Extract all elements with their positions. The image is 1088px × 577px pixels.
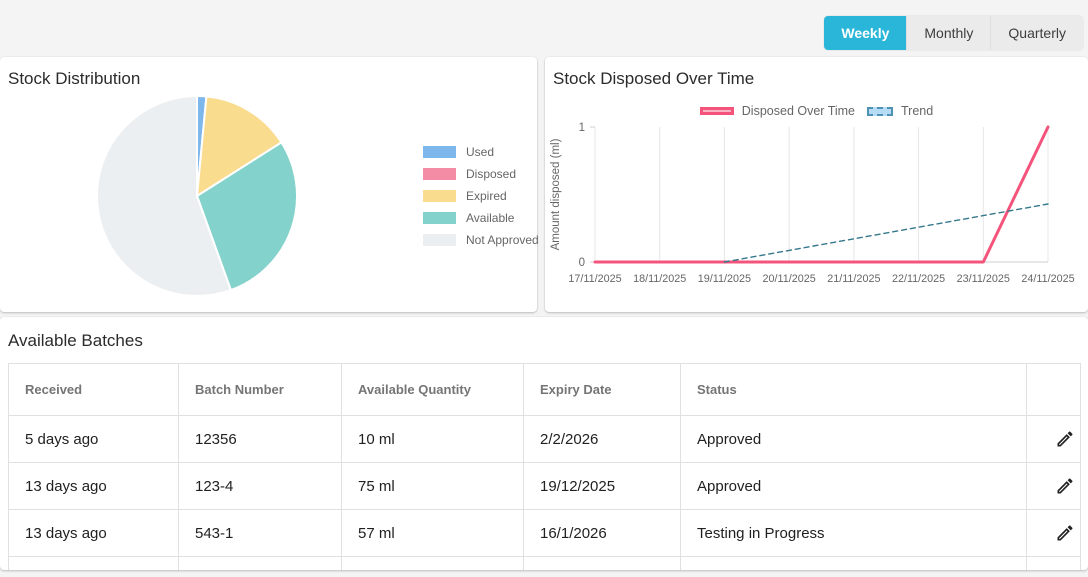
cell-status: Approved xyxy=(680,415,1027,463)
tab-quarterly[interactable]: Quarterly xyxy=(990,16,1083,50)
stock-distribution-card: Stock Distribution Used Disposed Expired Av… xyxy=(0,57,539,312)
legend-swatch-icon xyxy=(423,234,456,246)
stock-disposed-line-chart: 0 1 17/11/2025 18/11/2025 19/11/2025 20/11/20… xyxy=(550,122,1075,285)
legend-item-expired[interactable]: Expired xyxy=(423,188,539,205)
available-batches-title: Available Batches xyxy=(8,331,143,350)
batches-tbody: 5 days ago 12356 10 ml 2/2/2026 Approved 13 d… xyxy=(8,415,1081,570)
legend-swatch-icon xyxy=(423,168,456,180)
cell-empty xyxy=(523,556,681,570)
legend-item-disposed[interactable]: Disposed Over Time xyxy=(699,104,856,118)
table-row: 5 days ago 12356 10 ml 2/2/2026 Approved xyxy=(8,415,1081,463)
svg-text:18/11/2025: 18/11/2025 xyxy=(633,273,686,285)
legend-swatch-icon xyxy=(423,146,456,158)
pie-slice-available xyxy=(195,141,298,292)
legend-label: Expired xyxy=(466,189,507,203)
svg-text:22/11/2025: 22/11/2025 xyxy=(892,273,945,285)
col-expiry-date: Expiry Date xyxy=(523,363,681,416)
svg-text:23/11/2025: 23/11/2025 xyxy=(957,273,1010,285)
legend-label: Trend xyxy=(901,104,934,118)
cell-actions xyxy=(1026,415,1081,463)
cell-batch-number: 12356 xyxy=(178,415,342,463)
cell-expiry-date: 2/2/2026 xyxy=(523,415,681,463)
col-actions xyxy=(1026,363,1081,416)
table-row xyxy=(8,556,1081,570)
legend-label: Disposed Over Time xyxy=(741,104,856,118)
trend-swatch-icon xyxy=(867,106,894,116)
stock-distribution-pie-chart xyxy=(96,94,298,297)
cell-expiry-date: 19/12/2025 xyxy=(523,462,681,510)
stock-distribution-title: Stock Distribution xyxy=(8,69,141,88)
cell-available-quantity: 75 ml xyxy=(341,462,524,510)
pie-legend: Used Disposed Expired Available Not Approved xyxy=(423,139,539,254)
legend-swatch-icon xyxy=(423,190,456,202)
legend-item-used[interactable]: Used xyxy=(423,144,539,161)
col-status: Status xyxy=(680,363,1027,416)
svg-text:20/11/2025: 20/11/2025 xyxy=(763,273,816,285)
cell-status: Testing in Progress xyxy=(680,509,1027,557)
table-row: 13 days ago 123-4 75 ml 19/12/2025 Approved xyxy=(8,462,1081,510)
tab-monthly[interactable]: Monthly xyxy=(906,16,991,50)
legend-label: Used xyxy=(466,145,495,159)
cell-received: 13 days ago xyxy=(8,509,179,557)
svg-text:19/11/2025: 19/11/2025 xyxy=(698,273,751,285)
cell-received: 5 days ago xyxy=(8,415,179,463)
legend-label: Disposed xyxy=(466,167,517,181)
period-toggle: Weekly Monthly Quarterly xyxy=(824,16,1083,50)
svg-text:Amount disposed (ml): Amount disposed (ml) xyxy=(550,138,562,250)
edit-pencil-icon xyxy=(1057,478,1073,494)
legend-item-trend[interactable]: Trend xyxy=(867,104,933,118)
cell-batch-number: 123-4 xyxy=(178,462,342,510)
available-batches-card: Available Batches Received Batch Number … xyxy=(0,317,1088,570)
cell-empty xyxy=(341,556,524,570)
tab-weekly[interactable]: Weekly xyxy=(824,16,907,50)
cell-empty xyxy=(178,556,342,570)
cell-available-quantity: 57 ml xyxy=(341,509,524,557)
cell-empty xyxy=(1026,556,1081,570)
legend-swatch-icon xyxy=(423,212,456,224)
cell-received: 13 days ago xyxy=(8,462,179,510)
table-row: 13 days ago 543-1 57 ml 16/1/2026 Testing in… xyxy=(8,509,1081,557)
legend-label: Not Approved xyxy=(466,233,539,247)
series-line-trend xyxy=(723,203,1049,263)
pie-slice-expired xyxy=(195,95,283,198)
stock-disposed-title: Stock Disposed Over Time xyxy=(553,69,755,88)
svg-text:24/11/2025: 24/11/2025 xyxy=(1021,273,1074,285)
svg-text:21/11/2025: 21/11/2025 xyxy=(827,273,880,285)
edit-batch-button[interactable] xyxy=(1043,472,1075,499)
col-available-quantity: Available Quantity xyxy=(341,363,524,416)
cell-status: Approved xyxy=(680,462,1027,510)
series-line-disposed-over-time xyxy=(593,125,1050,264)
legend-item-available[interactable]: Available xyxy=(423,210,539,227)
cell-actions xyxy=(1026,462,1081,510)
cell-expiry-date: 16/1/2026 xyxy=(523,509,681,557)
cell-empty xyxy=(680,556,1027,570)
edit-batch-button[interactable] xyxy=(1043,519,1075,546)
batches-table: Received Batch Number Available Quantity… xyxy=(8,363,1081,570)
edit-pencil-icon xyxy=(1057,525,1073,541)
stock-disposed-card: Stock Disposed Over Time Disposed Over T… xyxy=(545,57,1088,312)
line-legend: Disposed Over Time Trend xyxy=(545,103,1088,119)
edit-batch-button[interactable] xyxy=(1043,425,1075,452)
legend-item-disposed[interactable]: Disposed xyxy=(423,166,539,183)
pie-slice-not-approved xyxy=(96,94,233,297)
table-header-row: Received Batch Number Available Quantity… xyxy=(8,363,1081,416)
cell-empty xyxy=(8,556,179,570)
cell-actions xyxy=(1026,509,1081,557)
svg-text:17/11/2025: 17/11/2025 xyxy=(568,273,621,285)
svg-text:0: 0 xyxy=(579,257,585,269)
legend-item-not-approved[interactable]: Not Approved xyxy=(423,232,539,249)
edit-pencil-icon xyxy=(1057,431,1073,447)
disposed-swatch-icon xyxy=(699,107,734,115)
svg-text:1: 1 xyxy=(579,122,585,134)
legend-label: Available xyxy=(466,211,515,225)
cell-available-quantity: 10 ml xyxy=(341,415,524,463)
cell-batch-number: 543-1 xyxy=(178,509,342,557)
col-received: Received xyxy=(8,363,179,416)
col-batch-number: Batch Number xyxy=(178,363,342,416)
